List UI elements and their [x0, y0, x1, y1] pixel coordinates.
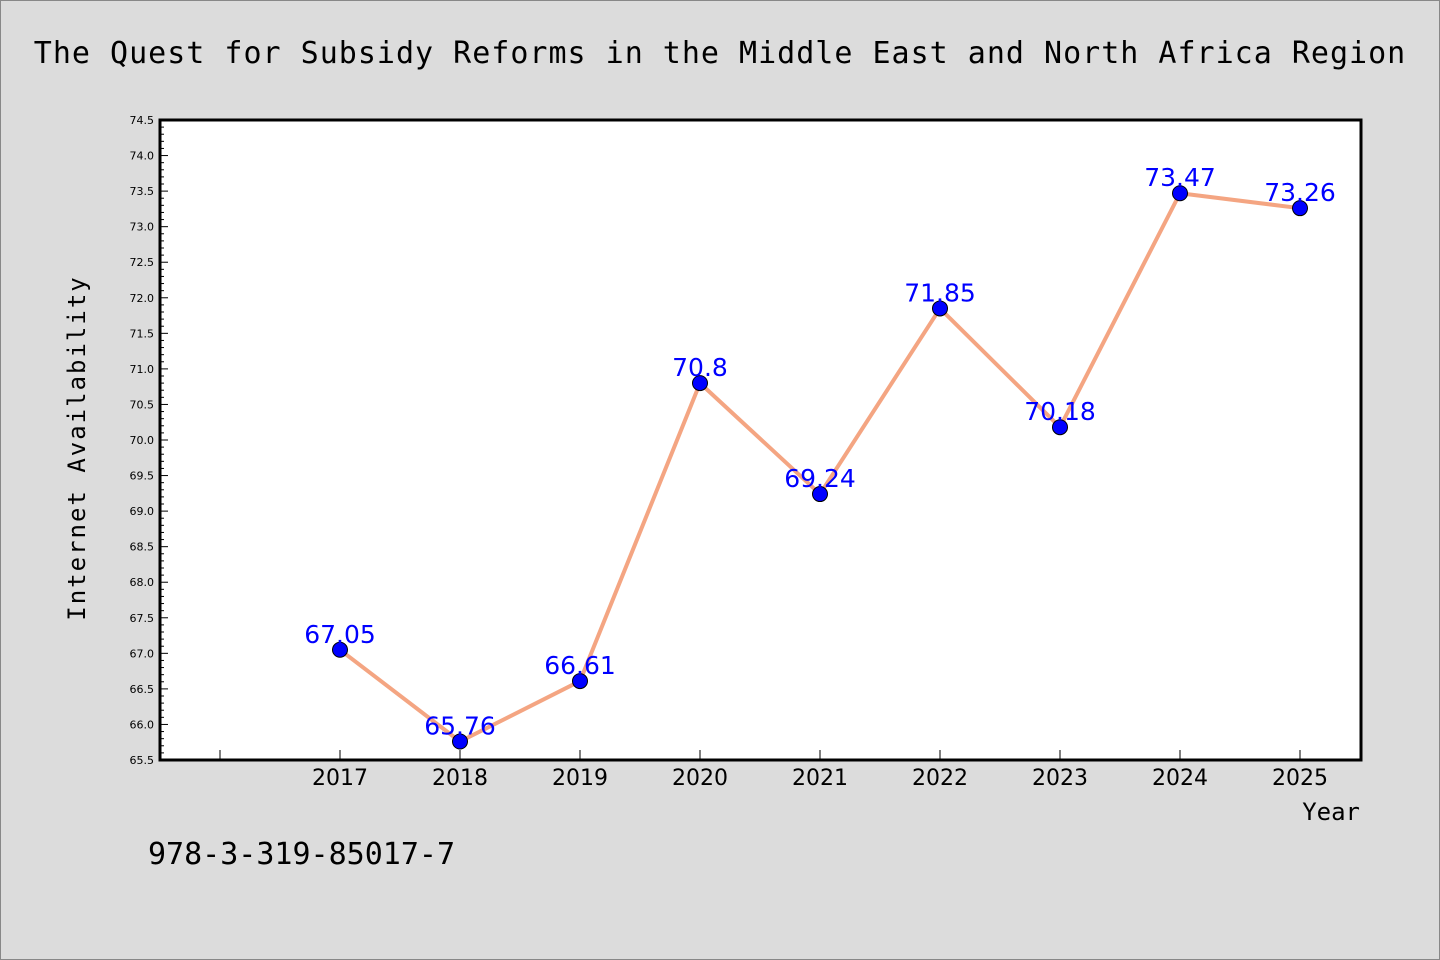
y-tick-label: 67.0	[130, 647, 155, 660]
y-axis: 65.5 66.0 66.5 67.0 67.5 68.0 68.5 69.0 69.5 70.0…	[130, 114, 168, 767]
x-axis-label: Year	[1302, 798, 1360, 826]
data-label: 71.85	[904, 278, 976, 307]
y-tick-label: 70.5	[130, 398, 155, 411]
data-label: 70.8	[672, 353, 728, 382]
data-point	[572, 673, 588, 690]
y-axis-label: Internet Availability	[63, 275, 91, 620]
y-tick-label: 74.5	[130, 114, 155, 127]
y-tick-label: 73.5	[130, 185, 155, 198]
x-tick-label: 2021	[792, 766, 848, 791]
x-tick-label: 2023	[1032, 766, 1088, 791]
y-tick-label: 67.5	[130, 612, 155, 625]
y-tick-label: 69.0	[130, 505, 155, 518]
data-label: 73.47	[1144, 163, 1216, 192]
data-label: 73.26	[1264, 178, 1336, 207]
y-tick-label: 70.0	[130, 434, 155, 447]
y-tick-label: 65.5	[130, 754, 155, 767]
data-label: 69.24	[784, 464, 856, 493]
y-tick-label: 74.0	[130, 150, 155, 163]
x-tick-label: 2024	[1152, 766, 1208, 791]
x-tick-label: 2017	[312, 766, 368, 791]
y-tick-label: 71.5	[130, 327, 155, 340]
data-point	[812, 486, 828, 503]
x-tick-label: 2019	[552, 766, 608, 791]
y-tick-label: 68.5	[130, 541, 155, 554]
data-point	[1052, 419, 1068, 436]
x-tick-label: 2020	[672, 766, 728, 791]
series-layer	[332, 185, 1308, 750]
data-label: 65.76	[424, 712, 496, 741]
y-tick-label: 71.0	[130, 363, 155, 376]
data-label: 67.05	[304, 620, 376, 649]
chart-title: The Quest for Subsidy Reforms in the Mid…	[34, 36, 1406, 71]
data-labels: 67.05 65.76 66.61 70.8 69.24 71.85 70.18 73.47 7…	[304, 163, 1336, 740]
data-label: 66.61	[544, 651, 616, 680]
y-tick-label: 69.5	[130, 470, 155, 483]
data-point	[332, 641, 348, 658]
x-tick-label: 2022	[912, 766, 968, 791]
x-tick-label: 2018	[432, 766, 488, 791]
y-tick-label: 66.5	[130, 683, 155, 696]
y-tick-label: 66.0	[130, 718, 155, 731]
isbn-text: 978-3-319-85017-7	[148, 837, 455, 872]
y-tick-label: 68.0	[130, 576, 155, 589]
data-point	[692, 375, 708, 392]
data-point	[1292, 200, 1308, 217]
x-tick-label: 2025	[1272, 766, 1328, 791]
data-label: 70.18	[1024, 397, 1096, 426]
x-axis: 2017 2018 2019 2020 2021 2022 2023 2024 2025	[219, 750, 1328, 791]
y-tick-label: 72.0	[130, 292, 155, 305]
data-point	[932, 300, 948, 317]
data-point	[452, 733, 468, 750]
y-tick-label: 73.0	[130, 221, 155, 234]
data-point	[1172, 185, 1188, 202]
y-tick-label: 72.5	[130, 256, 155, 269]
